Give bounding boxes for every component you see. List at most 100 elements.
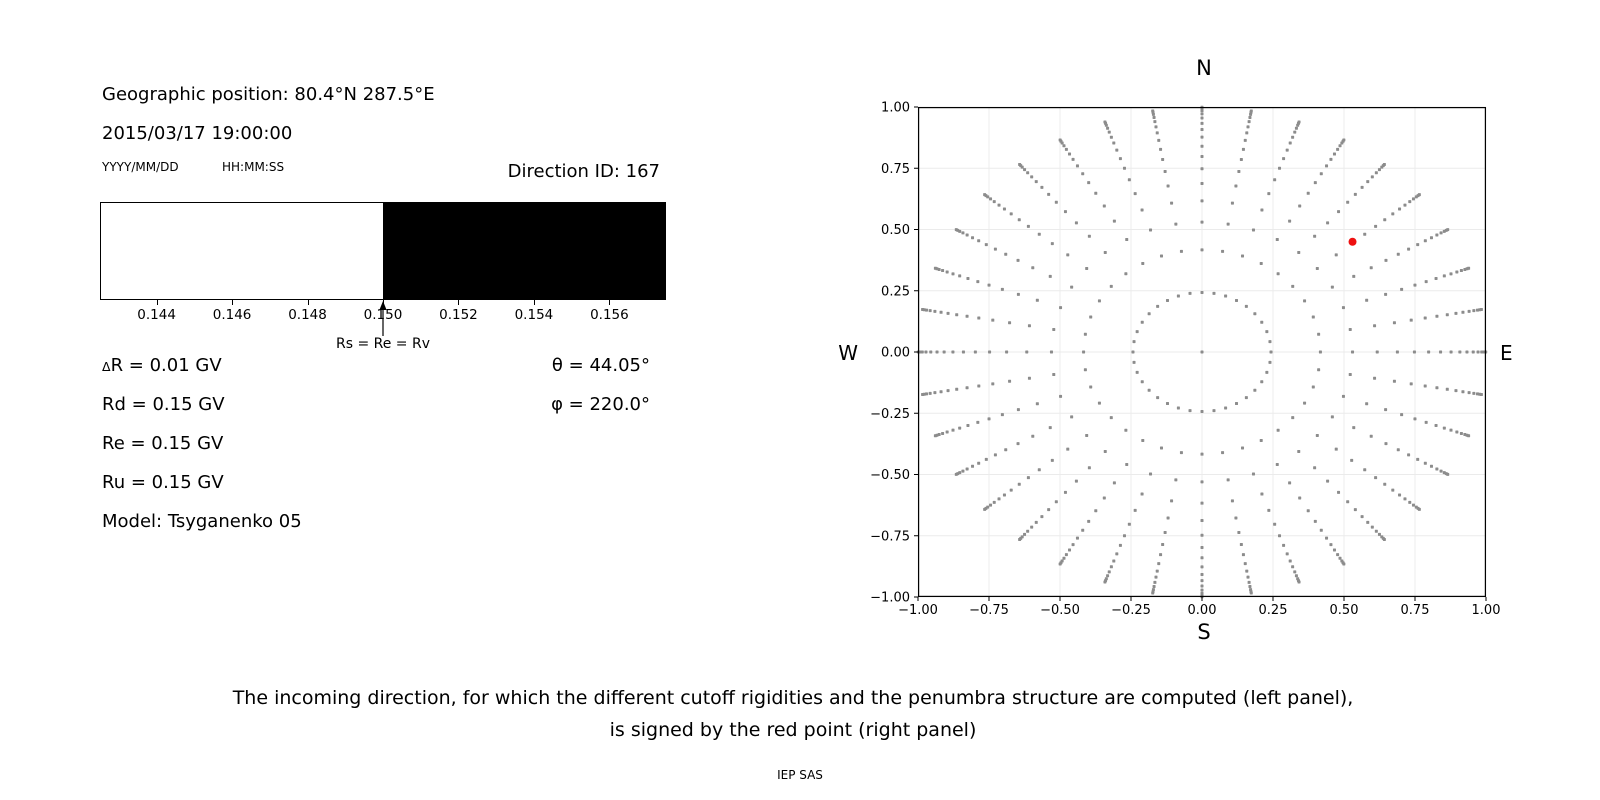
direction-grid-dot [1161, 157, 1165, 161]
direction-grid-dot [1040, 515, 1044, 519]
penumbra-tick-mark [533, 300, 535, 305]
direction-grid-dot [1417, 507, 1421, 511]
direction-grid-dot [977, 461, 981, 465]
direction-grid-dot [939, 310, 943, 314]
penumbra-tick-mark [609, 300, 611, 305]
direction-grid-dot [1016, 292, 1020, 296]
direction-grid-dot [1174, 222, 1178, 226]
direction-grid-dot [1058, 138, 1062, 142]
direction-grid-dot [1409, 318, 1413, 322]
direction-grid-dot [1465, 350, 1469, 354]
direction-grid-dot [991, 382, 995, 386]
penumbra-tick-label: 0.146 [212, 307, 252, 323]
direction-grid-dot [1118, 543, 1122, 547]
direction-grid-dot [989, 197, 993, 201]
penumbra-chart: 0.144 0.146 0.148 0.150 0.152 0.154 0.156 Rs =… [100, 202, 666, 362]
direction-grid-dot [1275, 238, 1279, 242]
direction-grid-dot [1087, 234, 1091, 238]
direction-grid-dot [1315, 433, 1319, 437]
direction-grid-dot [1303, 401, 1307, 405]
direction-grid-dot [1246, 125, 1250, 129]
direction-grid-dot [1276, 428, 1280, 432]
direction-grid-dot [1103, 251, 1107, 255]
direction-grid-dot [1125, 238, 1129, 242]
y-tick-label: −0.25 [870, 407, 910, 422]
direction-grid-dot [1396, 252, 1400, 256]
direction-grid-dot [1094, 509, 1098, 513]
direction-grid-dot [1291, 416, 1295, 420]
direction-grid-dot [1246, 575, 1250, 579]
direction-grid-dot [1141, 262, 1145, 266]
direction-grid-dot [1291, 565, 1295, 569]
direction-grid-dot [1157, 138, 1161, 142]
direction-grid-dot [1336, 147, 1340, 151]
direction-grid-dot [1107, 130, 1111, 134]
direction-grid-dot [1052, 373, 1056, 377]
direction-grid-dot [1221, 249, 1225, 253]
direction-grid-dot [1291, 135, 1295, 139]
direction-grid-dot [1200, 588, 1204, 592]
direction-grid-dot [1179, 451, 1183, 455]
direction-grid-dot [987, 283, 991, 287]
direction-grid-dot [1018, 537, 1022, 541]
direction-grid-dot [1140, 320, 1144, 324]
direction-grid-dot [1009, 488, 1013, 492]
direction-grid-dot [1315, 267, 1319, 271]
direction-grid-dot [1159, 254, 1163, 258]
direction-grid-dot [1294, 574, 1298, 578]
direction-grid-dot [991, 318, 995, 322]
direction-grid-dot [1062, 144, 1066, 148]
direction-grid-dot [1259, 438, 1263, 442]
direction-grid-dot [1200, 565, 1204, 569]
direction-grid-dot [1439, 231, 1443, 235]
direction-grid-dot [1461, 310, 1465, 314]
direction-grid-dot [1398, 207, 1402, 211]
theta-value: θ = 44.05° [551, 355, 650, 376]
direction-grid-dot [1200, 572, 1204, 576]
compass-north-label: N [1196, 56, 1212, 80]
direction-grid-dot [1200, 121, 1204, 125]
direction-grid-dot [1467, 266, 1471, 270]
direction-grid-dot [965, 233, 969, 237]
direction-grid-dot [1467, 391, 1471, 395]
y-tick-label: 0.75 [881, 162, 910, 177]
direction-grid-dot [1212, 291, 1216, 295]
direction-grid-dot [1115, 148, 1119, 152]
direction-grid-dot [1237, 530, 1241, 534]
direction-grid-dot [1017, 482, 1021, 486]
y-tick-label: −1.00 [870, 591, 910, 606]
direction-grid-dot [1151, 109, 1155, 113]
direction-grid-dot [1434, 277, 1438, 281]
direction-grid-dot [1083, 368, 1087, 372]
direction-grid-dot [1141, 438, 1145, 442]
direction-grid-dot [1342, 562, 1346, 566]
direction-grid-dot [1260, 208, 1264, 212]
direction-grid-dot [1188, 409, 1192, 413]
direction-grid-dot [1018, 163, 1022, 167]
direction-grid-dot [1392, 379, 1396, 383]
direction-grid-dot [1109, 416, 1113, 420]
direction-grid-dot [984, 457, 988, 461]
direction-grid-dot [1449, 428, 1453, 432]
direction-grid-dot [1026, 476, 1030, 480]
red-direction-point [1348, 237, 1357, 246]
direction-grid-dot [1435, 314, 1439, 318]
direction-grid-dot [1365, 402, 1369, 406]
direction-grid-dot [1275, 462, 1279, 466]
direction-grid-dot [1313, 234, 1317, 238]
direction-grid-dot [1353, 192, 1357, 196]
direction-grid-dot [1106, 126, 1110, 130]
direction-grid-dot [1329, 543, 1333, 547]
direction-grid-dot [1059, 306, 1063, 310]
penumbra-plot-area [100, 202, 666, 300]
direction-grid-dot [1276, 272, 1280, 276]
direction-grid-dot [1407, 453, 1411, 457]
direction-grid-dot [1152, 585, 1156, 589]
direction-grid-dot [946, 389, 950, 393]
direction-grid-dot [1288, 219, 1292, 223]
direction-grid-dot [1241, 553, 1245, 557]
direction-grid-dot [1409, 382, 1413, 386]
direction-grid-dot [958, 274, 962, 278]
direction-grid-dot [1360, 185, 1364, 189]
